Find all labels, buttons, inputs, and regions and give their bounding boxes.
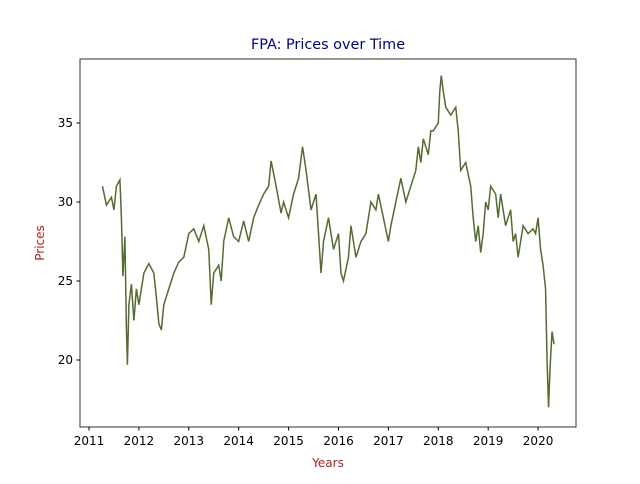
x-axis-label: Years [311,456,344,470]
x-tick-label: 2019 [473,434,504,448]
x-tick-label: 2012 [124,434,155,448]
x-tick-label: 2013 [174,434,205,448]
x-tick-label: 2011 [74,434,105,448]
price-line [101,75,555,408]
y-tick-label: 20 [58,353,73,367]
x-tick-label: 2020 [523,434,554,448]
plot-frame [79,58,577,428]
y-tick-label: 35 [58,116,73,130]
y-axis-label: Prices [33,225,47,261]
x-tick-label: 2015 [273,434,304,448]
x-tick-label: 2017 [373,434,404,448]
x-tick-label: 2014 [223,434,254,448]
chart-title: FPA: Prices over Time [251,37,405,53]
x-tick-label: 2018 [423,434,454,448]
y-tick-label: 30 [58,195,73,209]
x-tick-label: 2016 [323,434,354,448]
y-tick-label: 25 [58,274,73,288]
